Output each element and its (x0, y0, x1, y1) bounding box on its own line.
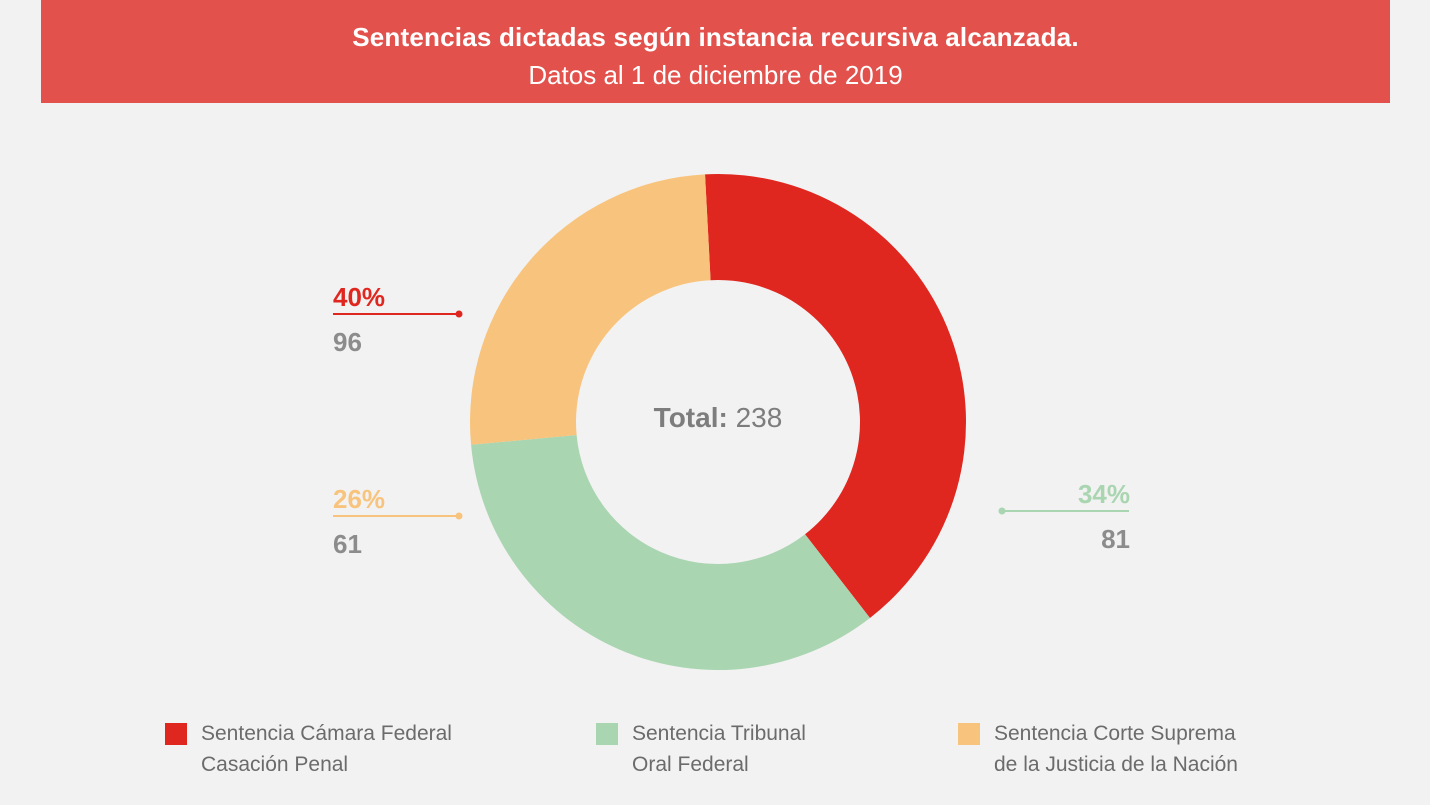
legend-swatch (958, 723, 980, 745)
callout-casacion: 40% 96 (333, 282, 385, 358)
slice-casacion (705, 174, 966, 618)
legend-label: Sentencia Corte Suprema de la Justicia d… (994, 718, 1238, 780)
chart-subtitle: Datos al 1 de diciembre de 2019 (528, 60, 903, 90)
legend-item-casacion: Sentencia Cámara Federal Casación Penal (165, 718, 452, 780)
legend-item-tribunal: Sentencia Tribunal Oral Federal (596, 718, 806, 780)
slice-count-label: 81 (1101, 524, 1130, 554)
leader-dot (455, 512, 463, 520)
legend-label-line2: Casación Penal (201, 753, 349, 776)
legend-item-corte: Sentencia Corte Suprema de la Justicia d… (958, 718, 1238, 780)
slice-tribunal (471, 435, 870, 670)
legend-label-line1: Sentencia Cámara Federal (201, 722, 452, 745)
legend-label-line1: Sentencia Corte Suprema (994, 722, 1236, 745)
chart-header: Sentencias dictadas según instancia recu… (41, 0, 1390, 103)
callout-tribunal: 34% 81 (1062, 479, 1130, 555)
legend-swatch (596, 723, 618, 745)
slice-count-label: 96 (333, 327, 362, 357)
callout-corte: 26% 61 (333, 484, 385, 560)
legend-label-line2: Oral Federal (632, 753, 749, 776)
chart-title: Sentencias dictadas según instancia recu… (352, 22, 1079, 52)
slice-count-label: 61 (333, 529, 362, 559)
legend-label-line2: de la Justicia de la Nación (994, 753, 1238, 776)
leader-dot (998, 507, 1006, 515)
slice-corte (470, 174, 711, 445)
chart-legend: Sentencia Cámara Federal Casación Penal … (0, 718, 1430, 788)
legend-label: Sentencia Tribunal Oral Federal (632, 718, 806, 780)
total-label: Total: 238 (560, 402, 876, 434)
legend-swatch (165, 723, 187, 745)
legend-label: Sentencia Cámara Federal Casación Penal (201, 718, 452, 780)
slice-percent-label: 34% (1077, 479, 1130, 509)
total-value: 238 (735, 402, 783, 433)
legend-label-line1: Sentencia Tribunal (632, 722, 806, 745)
total-label-text: Total: (653, 402, 728, 433)
leader-dot (455, 310, 463, 318)
slice-percent-label: 40% (333, 282, 386, 312)
slice-percent-label: 26% (333, 484, 386, 514)
